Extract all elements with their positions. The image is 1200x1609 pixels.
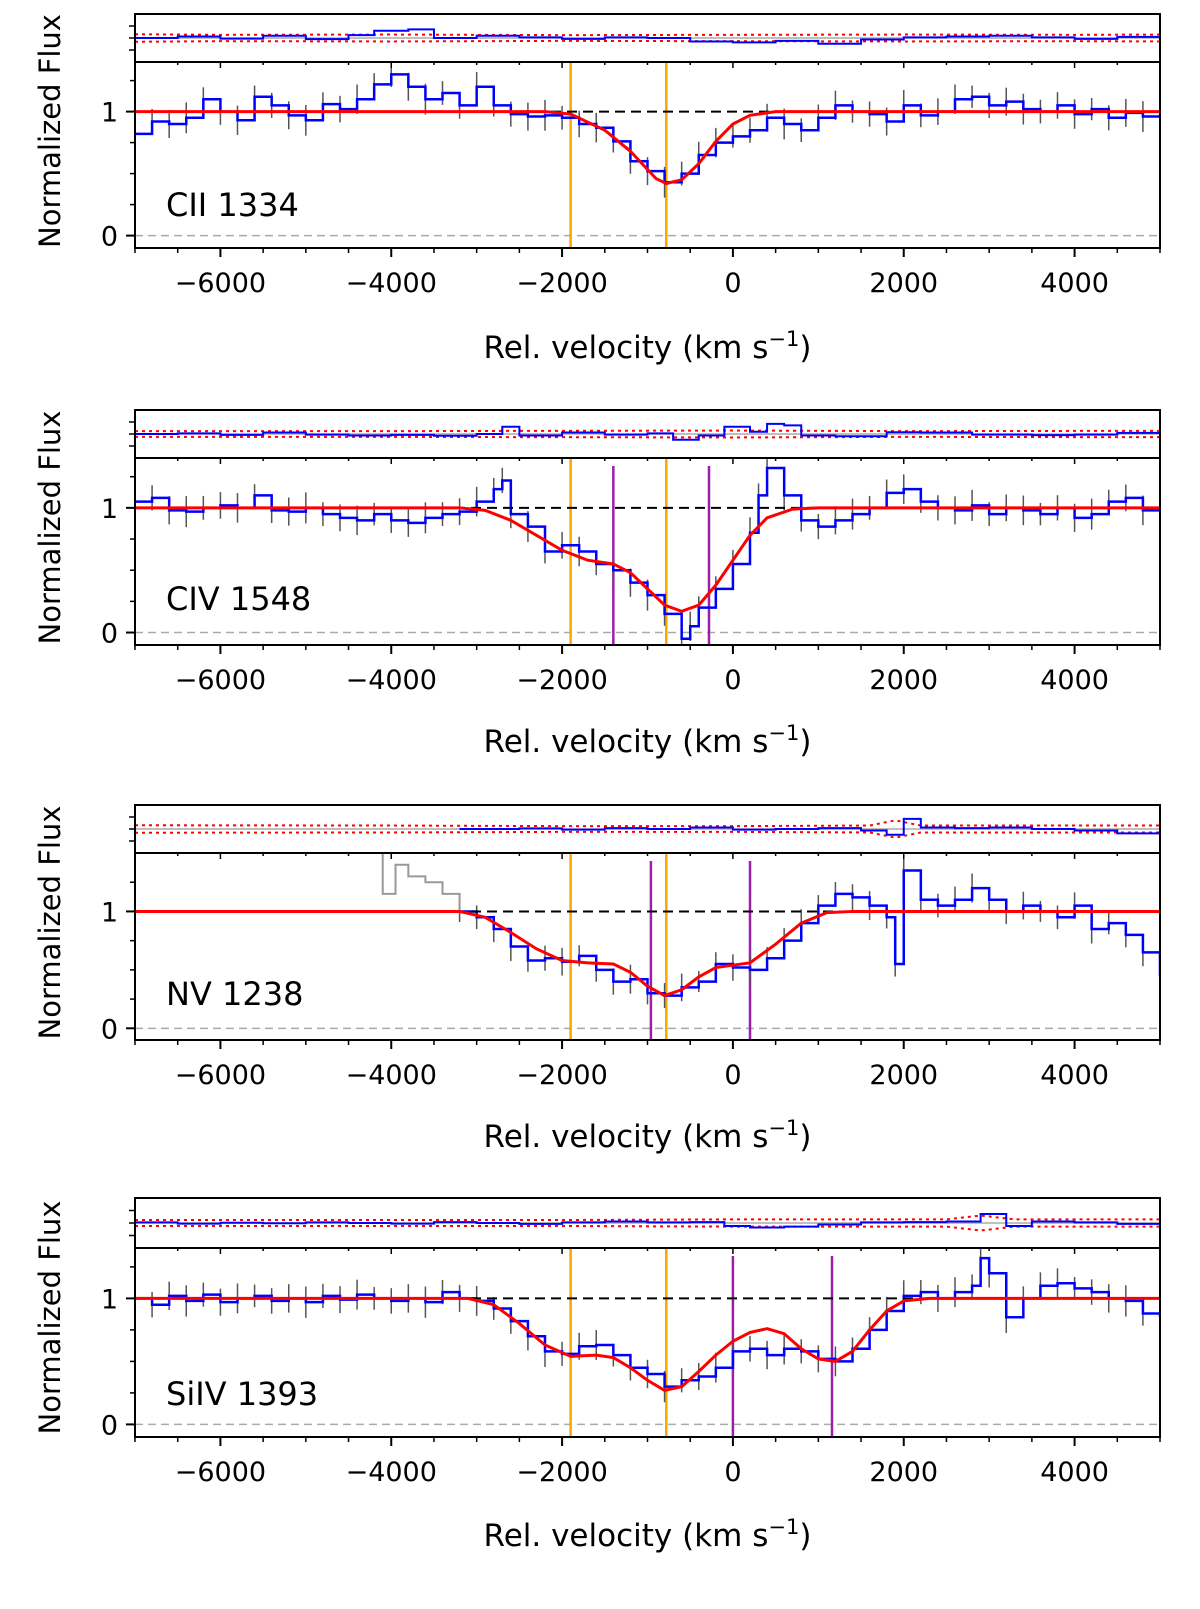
- x-tick-label: 4000: [1040, 1457, 1109, 1488]
- x-axis-label-close: ): [799, 1119, 811, 1155]
- x-tick-label: −2000: [516, 1457, 607, 1488]
- residual-line: [135, 1213, 1160, 1229]
- y-tick-label: 0: [101, 222, 118, 253]
- x-tick-label: 0: [724, 1060, 741, 1091]
- y-tick-label: 0: [101, 619, 118, 650]
- residual-error-upper: [135, 33, 1160, 37]
- residual-error-upper: [135, 819, 1160, 828]
- main-plot: [135, 62, 1160, 248]
- x-axis-label-close: ): [799, 1518, 811, 1554]
- residual-error-lower: [135, 39, 1160, 43]
- x-axis-label-main: Rel. velocity (km s: [484, 1119, 769, 1155]
- main-plot: [135, 853, 1160, 1040]
- y-axis-label: Normalized Flux: [33, 1201, 67, 1435]
- x-axis-label-main: Rel. velocity (km s: [484, 330, 769, 366]
- residual-line: [459, 817, 1160, 842]
- x-tick-label: −2000: [516, 1060, 607, 1091]
- x-tick-label: −6000: [175, 1060, 266, 1091]
- ion-label: CII 1334: [166, 186, 299, 224]
- x-axis-label-close: ): [799, 724, 811, 760]
- y-tick-label: 1: [101, 98, 118, 129]
- x-axis-label-superscript: −1: [768, 721, 799, 745]
- panel-nv-1238: 0 1 −6000 −4000 −2000 0 2000 4000 NV 1238 Normali…: [33, 804, 1161, 1155]
- x-tick-label: −4000: [346, 1060, 437, 1091]
- y-axis-label: Normalized Flux: [33, 806, 67, 1040]
- y-tick-label: 1: [101, 897, 118, 928]
- ion-label: CIV 1548: [166, 580, 311, 618]
- residual-line: [135, 422, 1160, 441]
- residual-error-lower: [135, 435, 1160, 439]
- x-tick-label: −4000: [346, 1457, 437, 1488]
- y-axis-label: Normalized Flux: [33, 14, 67, 248]
- x-axis-label-superscript: −1: [768, 327, 799, 351]
- residual-plot: [135, 817, 1160, 842]
- x-tick-label: −4000: [346, 665, 437, 696]
- residual-error-upper: [135, 429, 1160, 433]
- residual-line: [135, 28, 1160, 45]
- model-fit-line: [135, 110, 1160, 186]
- x-axis-label-main: Rel. velocity (km s: [484, 1518, 769, 1554]
- x-tick-label: −4000: [346, 268, 437, 299]
- x-tick-label: 2000: [869, 665, 938, 696]
- x-tick-label: 4000: [1040, 268, 1109, 299]
- x-tick-label: −2000: [516, 268, 607, 299]
- x-tick-label: 2000: [869, 268, 938, 299]
- ion-label: SiIV 1393: [166, 1375, 318, 1413]
- panel-civ-1548: 0 1 −6000 −4000 −2000 0 2000 4000 CIV 1548 Normal…: [33, 409, 1161, 760]
- main-plot: [135, 458, 1160, 645]
- residual-error-lower: [135, 830, 1160, 839]
- y-tick-label: 1: [101, 1284, 118, 1315]
- x-axis-label-superscript: −1: [768, 1515, 799, 1539]
- x-axis-label: Rel. velocity (km s−1): [484, 1116, 812, 1155]
- x-axis-label-superscript: −1: [768, 1116, 799, 1140]
- x-tick-label: −6000: [175, 665, 266, 696]
- x-axis-label: Rel. velocity (km s−1): [484, 721, 812, 760]
- spectrum-line: [135, 1256, 1160, 1388]
- x-tick-label: 0: [724, 665, 741, 696]
- residual-plot: [135, 422, 1160, 441]
- residual-plot: [135, 1213, 1160, 1232]
- x-axis-label: Rel. velocity (km s−1): [484, 1515, 812, 1554]
- main-plot: [135, 1248, 1160, 1437]
- y-tick-label: 1: [101, 494, 118, 525]
- panel-siiv-1393: 0 1 −6000 −4000 −2000 0 2000 4000 SiIV 1393 Norma…: [33, 1197, 1161, 1554]
- x-tick-label: 2000: [869, 1060, 938, 1091]
- x-tick-label: 4000: [1040, 1060, 1109, 1091]
- x-tick-label: 4000: [1040, 665, 1109, 696]
- panel-cii-1334: 0 1 −6000 −4000 −2000 0 2000 4000 CII 1334 Normal…: [33, 13, 1161, 366]
- x-axis-label: Rel. velocity (km s−1): [484, 327, 812, 366]
- model-fit-line: [135, 1296, 1160, 1392]
- y-axis-label: Normalized Flux: [33, 411, 67, 645]
- ion-label: NV 1238: [166, 975, 303, 1013]
- x-tick-label: 2000: [869, 1457, 938, 1488]
- x-tick-label: 0: [724, 268, 741, 299]
- x-tick-label: −6000: [175, 268, 266, 299]
- model-fit-line: [135, 909, 1160, 998]
- spectrum-line: [459, 869, 1160, 997]
- y-tick-label: 0: [101, 1014, 118, 1045]
- residual-plot: [135, 28, 1160, 45]
- masked-spectrum-line: [340, 853, 461, 912]
- x-axis-label-close: ): [799, 330, 811, 366]
- y-tick-label: 0: [101, 1410, 118, 1441]
- x-tick-label: −6000: [175, 1457, 266, 1488]
- model-fit-line: [135, 506, 1160, 613]
- x-tick-label: 0: [724, 1457, 741, 1488]
- x-axis-label-main: Rel. velocity (km s: [484, 724, 769, 760]
- x-tick-label: −2000: [516, 665, 607, 696]
